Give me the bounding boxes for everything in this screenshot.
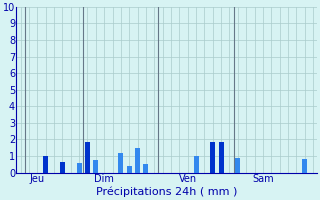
Bar — [93, 160, 98, 173]
Bar — [219, 142, 224, 173]
Bar — [235, 158, 240, 173]
Bar — [135, 148, 140, 173]
Bar — [127, 166, 132, 173]
Bar — [143, 164, 148, 173]
Bar — [76, 163, 82, 173]
Bar — [194, 156, 199, 173]
Bar — [302, 159, 307, 173]
Bar — [60, 162, 65, 173]
Bar — [85, 142, 90, 173]
Bar — [210, 142, 215, 173]
Bar — [118, 153, 124, 173]
Bar — [43, 156, 48, 173]
X-axis label: Précipitations 24h ( mm ): Précipitations 24h ( mm ) — [96, 187, 237, 197]
